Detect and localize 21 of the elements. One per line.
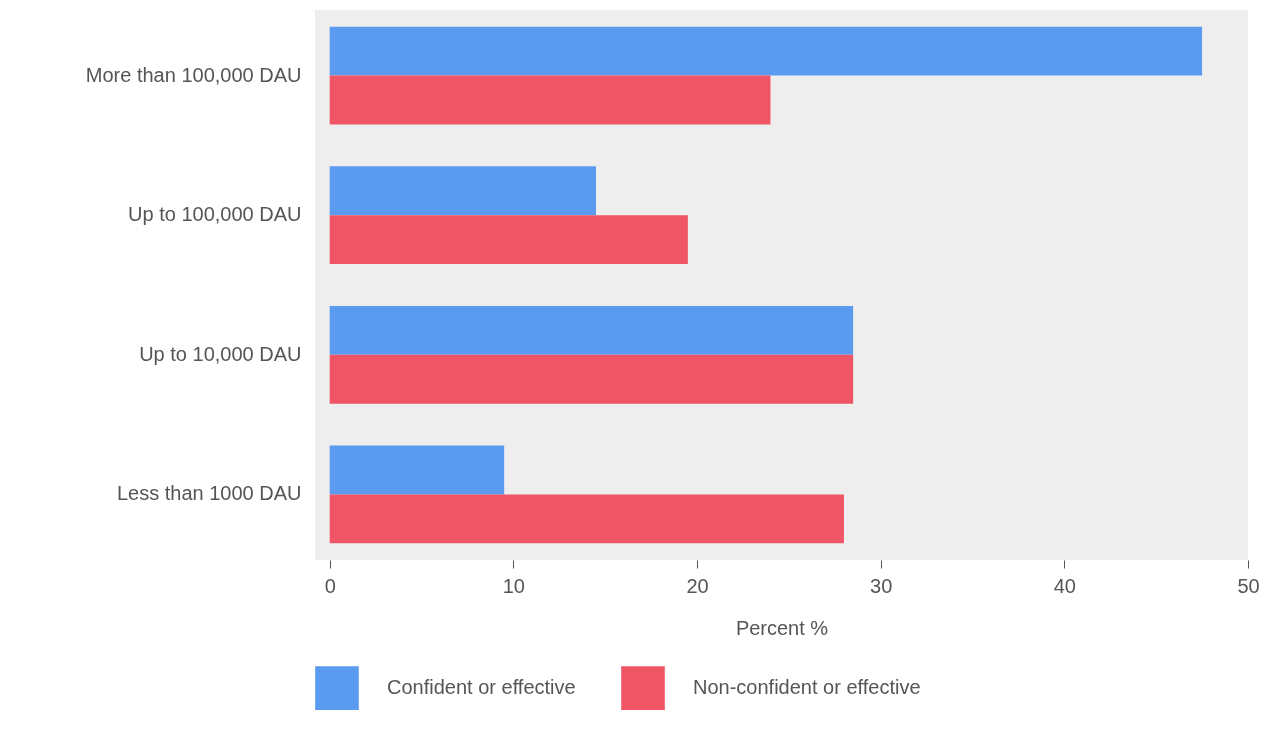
y-tick-label: Up to 100,000 DAU	[128, 203, 302, 226]
x-tick-label: 50	[1237, 574, 1260, 597]
y-tick-label: Less than 1000 DAU	[116, 482, 302, 505]
bar	[329, 75, 771, 125]
legend-label: Confident or effective	[387, 676, 576, 699]
x-tick-label: 0	[324, 574, 336, 597]
y-tick-label: Up to 10,000 DAU	[139, 342, 302, 365]
x-axis-title: Percent %	[735, 616, 829, 639]
x-tick-label: 20	[686, 574, 709, 597]
bar	[329, 445, 505, 495]
bar	[329, 26, 1203, 76]
legend-label: Non-confident or effective	[693, 676, 921, 699]
x-tick-label: 10	[502, 574, 525, 597]
bar	[329, 354, 854, 404]
bar	[329, 494, 844, 544]
bar	[329, 305, 854, 355]
x-tick-label: 40	[1053, 574, 1076, 597]
bar	[329, 215, 688, 265]
y-tick-label: More than 100,000 DAU	[85, 63, 302, 86]
x-tick-label: 30	[870, 574, 893, 597]
bar	[329, 166, 596, 216]
